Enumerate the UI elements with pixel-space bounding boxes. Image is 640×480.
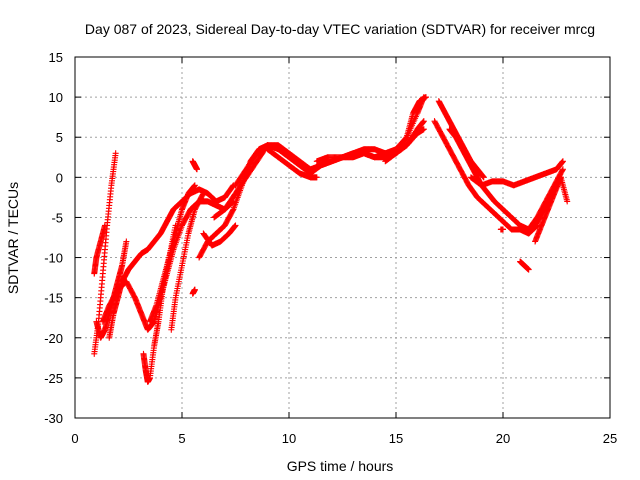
series-arc-08	[168, 190, 207, 333]
x-tick-label: 5	[178, 431, 185, 446]
data-point	[193, 166, 200, 173]
y-tick-label: -20	[44, 331, 63, 346]
x-tick-label: 10	[282, 431, 296, 446]
chart-title: Day 087 of 2023, Sidereal Day-to-day VTE…	[85, 21, 595, 37]
series-arc-12	[200, 222, 239, 249]
data-point	[420, 126, 427, 133]
data-point	[313, 174, 320, 181]
data-point	[199, 191, 206, 198]
series-arc-26	[497, 226, 506, 233]
y-tick-label: -10	[44, 251, 63, 266]
tick-layer: 0 5 10 15 20 25 -30 -25 -20 -15 -10 -5 0 5 10 15	[44, 50, 617, 446]
y-tick-label: -25	[44, 371, 63, 386]
data-point	[420, 118, 427, 125]
data-marks	[91, 94, 571, 385]
series-arc-10	[189, 158, 200, 173]
data-point	[123, 238, 130, 245]
data-point	[402, 135, 409, 142]
series-arc-02	[91, 222, 108, 277]
x-tick-label: 0	[71, 431, 78, 446]
y-tick-label: 10	[49, 90, 63, 105]
data-point	[229, 207, 236, 214]
y-axis-label: SDTVAR / TECUs	[5, 182, 21, 294]
data-point	[191, 182, 198, 189]
data-point	[480, 174, 487, 181]
data-point	[191, 286, 198, 293]
x-tick-label: 20	[496, 431, 510, 446]
data-point	[422, 94, 429, 101]
data-point	[112, 150, 119, 157]
data-point	[200, 190, 207, 197]
x-tick-label: 15	[389, 431, 403, 446]
y-tick-label: -15	[44, 291, 63, 306]
data-point	[232, 222, 239, 229]
series-arc-01	[91, 150, 119, 357]
y-tick-label: 15	[49, 50, 63, 65]
y-tick-label: 0	[56, 170, 63, 185]
data-point	[101, 222, 108, 229]
data-point	[229, 183, 236, 190]
series-arc-07	[146, 182, 198, 325]
series-arc-04	[106, 182, 237, 341]
y-tick-label: -30	[44, 411, 63, 426]
series-arc-16	[264, 146, 320, 181]
grid-layer	[75, 57, 610, 418]
x-axis-label: GPS time / hours	[287, 458, 394, 474]
series-arc-23	[517, 258, 532, 273]
series-arc-18	[382, 94, 429, 165]
x-tick-label: 25	[603, 431, 617, 446]
series-arc-25	[525, 174, 571, 237]
y-tick-label: -5	[51, 210, 63, 225]
series-arc-09	[189, 286, 198, 297]
y-tick-label: 5	[56, 130, 63, 145]
